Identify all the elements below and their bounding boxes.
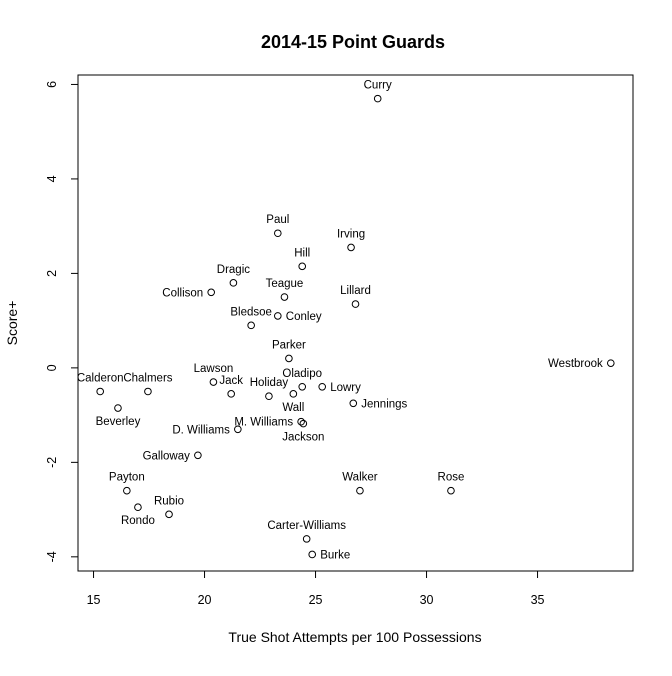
point-circle [265,392,273,401]
point-label: Jackson [282,432,324,444]
point-circle [229,279,238,287]
point-label: Curry [364,80,392,92]
point-circle [289,390,298,398]
point-circle [285,354,293,363]
point-circle [318,382,327,391]
x-tick-label: 25 [309,593,323,607]
point-circle [607,359,615,367]
point-circle [308,550,317,559]
point-circle [96,387,104,396]
plot-box [77,74,634,572]
point-circle [274,229,282,238]
point-label: Irving [337,228,365,240]
point-label: Lawson [194,363,234,375]
point-circle [144,387,152,396]
point-circle [297,417,305,426]
point-circle [351,300,360,308]
point-label: Oladipo [282,368,322,380]
x-tick-label: 20 [198,593,212,607]
point-circle [447,486,455,495]
y-tick-label: -2 [45,457,59,468]
point-label: Rose [438,472,465,484]
point-label: Dragic [217,264,250,276]
y-tick-label: 0 [45,364,59,371]
point-label: Payton [109,472,145,484]
point-circle [123,486,131,495]
point-label: Collison [162,287,203,299]
point-circle [209,378,218,386]
y-tick-label: 2 [45,270,59,277]
y-tick-label: -4 [45,551,59,562]
point-circle [302,535,311,543]
point-label: Beverley [96,416,141,428]
x-tick-label: 30 [420,593,434,607]
point-label: Rubio [154,495,184,507]
y-tick-label: 4 [45,175,59,182]
point-label: Chalmers [123,372,172,384]
point-circle [347,243,355,252]
point-label: Jack [219,375,243,387]
point-circle [234,425,242,434]
point-circle [134,503,142,512]
point-label: Carter-Williams [267,520,346,532]
point-circle [114,404,122,412]
point-circle [227,390,235,398]
point-label: Burke [320,549,350,561]
point-label: Westbrook [548,358,603,370]
point-circle [298,262,307,271]
point-label: Parker [272,339,306,351]
point-label: Walker [342,472,378,484]
point-label: Bledsoe [230,306,272,318]
point-label: Holiday [250,377,289,389]
point-label: Wall [282,402,304,414]
point-label: M. Williams [234,417,293,429]
y-tick-label: 6 [45,81,59,88]
point-circle [247,321,255,330]
point-label: Galloway [143,450,191,462]
point-circle [280,293,289,301]
point-label: Paul [266,214,289,226]
x-tick-label: 35 [531,593,545,607]
x-axis-title: True Shot Attempts per 100 Possessions [228,629,481,645]
points-layer: Curry Paul Irving Hill Dragic Collison Teague L… [77,80,615,561]
point-circle [299,419,308,428]
point-label: Rondo [121,515,155,527]
point-label: Hill [294,247,310,259]
point-circle [298,382,307,391]
point-circle [194,451,202,460]
point-label: Jennings [361,398,407,410]
y-axis-title: Score+ [4,301,20,346]
point-label: Teague [266,278,304,290]
axes-layer: 15 20 25 30 35 -4 -2 0 2 4 6 [45,81,545,607]
point-label: Lillard [340,285,371,297]
point-label: Conley [286,311,322,323]
point-circle [274,312,282,320]
chart-title: 2014-15 Point Guards [261,32,445,52]
point-circle [356,486,364,495]
x-tick-label: 15 [87,593,101,607]
point-circle [373,94,382,103]
point-label: D. Williams [172,424,230,436]
point-circle [165,510,173,519]
point-circle [207,288,215,297]
point-label: Lowry [330,382,361,394]
point-label: Calderon [77,372,124,384]
point-circle [349,399,358,408]
